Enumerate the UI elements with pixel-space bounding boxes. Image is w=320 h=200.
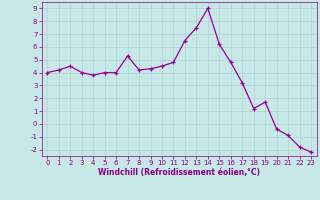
X-axis label: Windchill (Refroidissement éolien,°C): Windchill (Refroidissement éolien,°C) (98, 168, 260, 177)
